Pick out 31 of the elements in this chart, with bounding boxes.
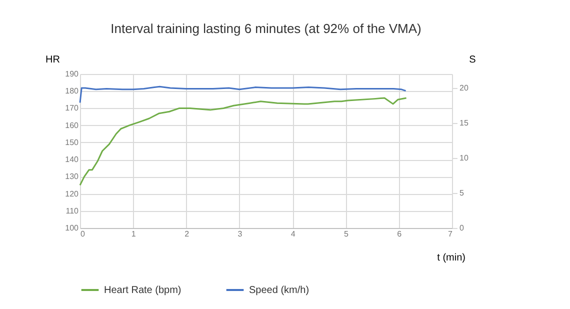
y2-tick-label: 0: [460, 224, 464, 232]
y-tick-label: 190: [65, 70, 80, 78]
y-tick-label: 150: [65, 138, 80, 147]
x-tick-label: 6: [397, 230, 402, 238]
y2-tick-label: 5: [460, 188, 464, 198]
x-tick-label: 1: [131, 230, 136, 238]
chart-title: Interval training lasting 6 minutes (at 92% of the VMA): [110, 21, 422, 36]
x-tick-label: 4: [290, 230, 296, 238]
x-tick-label: 0: [80, 230, 86, 238]
y2-tick-label: 20: [460, 84, 469, 92]
y-tick-label: 100: [65, 224, 80, 232]
y-axis-title: HR: [46, 54, 60, 66]
y-tick-label: 140: [65, 155, 80, 164]
x-axis-title: t (min): [437, 252, 466, 264]
line-series: [79, 86, 407, 104]
y2-tick-label: 15: [460, 118, 469, 128]
legend-label: Speed (km/h): [249, 285, 310, 296]
x-tick-label: 3: [238, 230, 243, 238]
y2-tick-label: 10: [460, 154, 469, 162]
y-tick-label: 170: [65, 104, 80, 113]
y-tick-label: 130: [65, 172, 80, 182]
y-tick-label: 180: [65, 86, 80, 96]
x-tick-label: 2: [184, 230, 190, 238]
line-series: [79, 97, 408, 186]
x-tick-label: 7: [448, 230, 454, 238]
y-tick-label: 120: [65, 189, 80, 198]
y-tick-label: 160: [65, 120, 80, 130]
x-tick-label: 5: [344, 230, 349, 238]
legend-label: Heart Rate (bpm): [104, 285, 182, 296]
y2-axis-title: S: [469, 54, 476, 66]
y-tick-label: 110: [66, 206, 80, 216]
